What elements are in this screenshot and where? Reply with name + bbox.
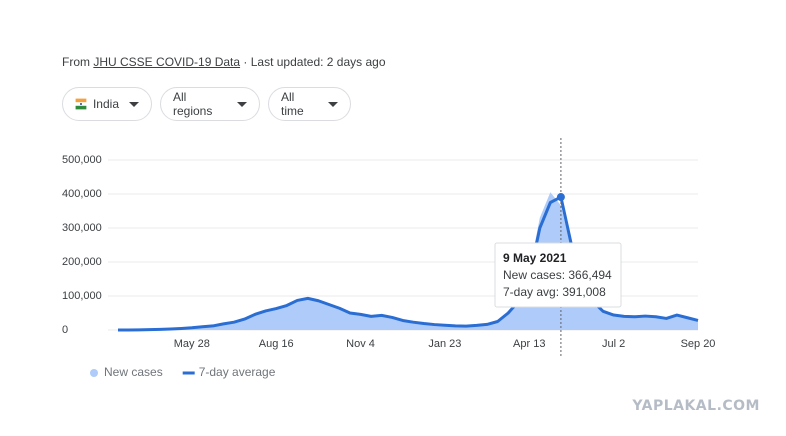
- region-filter[interactable]: All regions: [160, 87, 260, 121]
- average-line: [117, 195, 699, 332]
- tooltip: 9 May 2021 New cases: 366,494 7-day avg: 3…: [494, 242, 622, 308]
- tooltip-box: [494, 242, 622, 308]
- source-suffix: · Last updated: 2 days ago: [243, 55, 386, 69]
- y-tick-label: 0: [62, 324, 68, 336]
- tooltip-title: 9 May 2021: [503, 251, 567, 265]
- x-tick-label: Aug 16: [259, 338, 294, 350]
- legend-label: New cases: [104, 365, 163, 379]
- chip-label: All time: [281, 90, 304, 118]
- legend-label: 7-day average: [199, 365, 276, 379]
- source-line: From JHU CSSE COVID-19 Data · Last updat…: [62, 55, 386, 69]
- x-tick-label: Apr 13: [513, 338, 545, 350]
- watermark: YAPLAKAL.COM: [632, 398, 760, 414]
- y-tick-label: 400,000: [62, 188, 102, 200]
- x-tick-label: May 28: [174, 338, 210, 350]
- y-tick-label: 500,000: [62, 154, 102, 166]
- source-link[interactable]: JHU CSSE COVID-19 Data: [93, 55, 241, 69]
- tooltip-line: New cases: 366,494: [503, 268, 612, 282]
- y-tick-label: 200,000: [62, 256, 102, 268]
- x-tick-label: Jul 2: [602, 338, 625, 350]
- hover-dot: [556, 193, 565, 202]
- chip-label: All regions: [173, 90, 213, 118]
- chip-label: India: [92, 97, 119, 111]
- source-prefix: From: [62, 55, 90, 69]
- y-tick-label: 100,000: [62, 290, 102, 302]
- x-tick-label: Sep 20: [681, 338, 716, 350]
- legend-swatch: [90, 369, 98, 377]
- time-filter[interactable]: All time: [268, 87, 351, 121]
- x-tick-label: Nov 4: [346, 338, 375, 350]
- country-filter[interactable]: India: [62, 87, 152, 121]
- tooltip-line: 7-day avg: 391,008: [503, 285, 606, 299]
- x-tick-label: Jan 23: [428, 338, 461, 350]
- y-tick-label: 300,000: [62, 222, 102, 234]
- flag-icon: [75, 98, 87, 110]
